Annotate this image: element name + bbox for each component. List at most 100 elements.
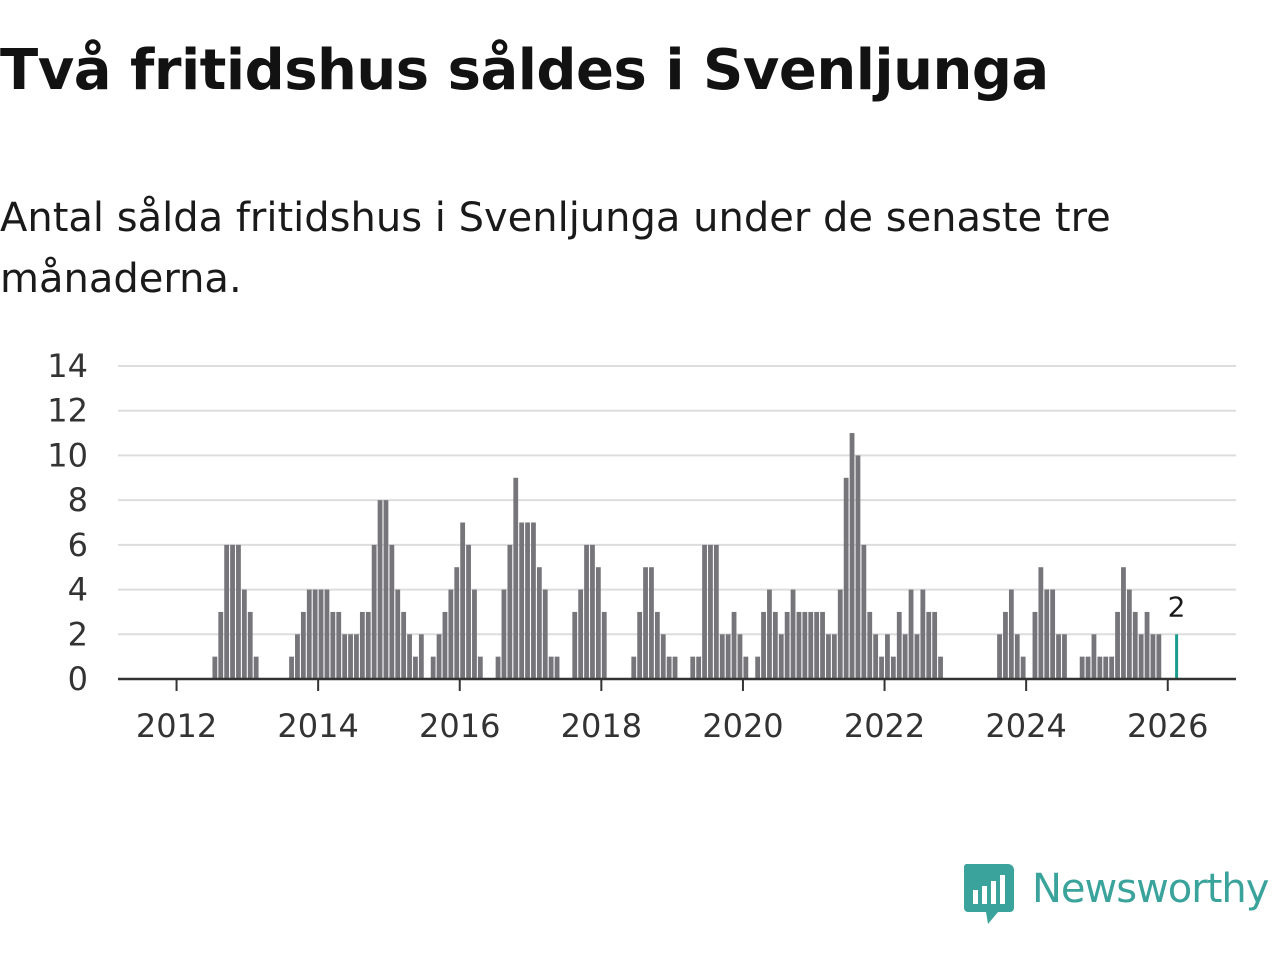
- bar: [230, 544, 235, 679]
- bar: [218, 611, 224, 679]
- bar: [1079, 656, 1085, 679]
- bar: [413, 656, 418, 679]
- bar: [312, 589, 318, 679]
- bar: [637, 611, 643, 679]
- bar: [442, 611, 448, 679]
- bar: [590, 544, 595, 679]
- bar: [1085, 656, 1091, 679]
- bar: [914, 634, 920, 679]
- bar: [772, 611, 778, 679]
- bar: [324, 589, 330, 679]
- bar: [920, 589, 926, 679]
- bar: [253, 656, 259, 679]
- bar: [713, 544, 719, 679]
- brand-name: Newsworthy: [1032, 866, 1269, 912]
- y-tick-label: 8: [68, 481, 88, 519]
- bar: [849, 433, 855, 679]
- bar: [643, 567, 648, 679]
- bar: [719, 634, 725, 679]
- bar: [908, 589, 914, 679]
- bar: [861, 544, 867, 679]
- bar: [554, 656, 560, 679]
- bar: [666, 656, 672, 679]
- bar: [300, 611, 306, 679]
- x-tick-label: 2018: [561, 707, 642, 745]
- bar: [495, 656, 501, 679]
- bar: [395, 589, 401, 679]
- bar: [401, 611, 407, 679]
- bar-chart: 0 2 4 6 8 10 12 14 2012 2014 2016 2018 2020 2022 2024…: [47, 347, 1236, 745]
- bar: [796, 611, 802, 679]
- x-tick-label: 2022: [844, 707, 925, 745]
- y-tick-label: 2: [68, 615, 88, 653]
- bar: [761, 611, 766, 679]
- y-gridlines: [118, 365, 1236, 636]
- bar: [1156, 634, 1162, 679]
- bar: [672, 656, 678, 679]
- y-axis-ticks: 0 2 4 6 8 10 12 14: [47, 347, 88, 698]
- bar: [755, 656, 761, 679]
- bar: [767, 589, 772, 679]
- bar: [837, 589, 843, 679]
- bar: [377, 500, 383, 679]
- bar: [572, 611, 578, 679]
- x-axis-ticks: 2012 2014 2016 2018 2020 2022 2024 2026: [136, 679, 1208, 745]
- bar: [873, 634, 879, 679]
- bar: [1138, 634, 1144, 679]
- bar: [359, 611, 365, 679]
- bar: [389, 544, 395, 679]
- bar: [814, 611, 820, 679]
- bar: [348, 634, 353, 679]
- bar: [826, 634, 831, 679]
- bar: [371, 544, 377, 679]
- bar: [536, 567, 542, 679]
- bar: [649, 567, 654, 679]
- bar: [1109, 656, 1115, 679]
- data-label: 2: [1168, 590, 1186, 623]
- bar: [236, 544, 241, 679]
- bar: [1091, 634, 1097, 679]
- bar: [790, 589, 796, 679]
- bar: [1144, 611, 1150, 679]
- bar: [1032, 611, 1038, 679]
- bar: [241, 589, 247, 679]
- bar: [926, 611, 932, 679]
- bar: [843, 477, 849, 679]
- bar: [318, 589, 324, 679]
- y-tick-label: 0: [68, 660, 88, 698]
- bar: [383, 500, 389, 679]
- bar: [1044, 589, 1050, 679]
- bar: [513, 477, 519, 679]
- bar: [778, 634, 784, 679]
- bar: [932, 611, 938, 679]
- bar: [831, 634, 837, 679]
- x-tick-label: 2012: [136, 707, 217, 745]
- bar: [1150, 634, 1156, 679]
- newsworthy-logo: Newsworthy: [962, 864, 1280, 928]
- bar: [1014, 634, 1020, 679]
- bar: [702, 544, 707, 679]
- bar: [548, 656, 554, 679]
- bar: [448, 589, 454, 679]
- bar: [708, 544, 713, 679]
- bar: [1132, 611, 1138, 679]
- bar: [477, 656, 483, 679]
- chart-title: Två fritidshus såldes i Svenljunga: [0, 38, 1049, 103]
- bar: [654, 611, 660, 679]
- bar: [584, 544, 589, 679]
- bar: [247, 611, 253, 679]
- bar: [365, 611, 371, 679]
- bar: [938, 656, 943, 679]
- bar: [885, 634, 890, 679]
- bar: [542, 589, 548, 679]
- x-tick-label: 2016: [419, 707, 500, 745]
- x-tick-label: 2024: [985, 707, 1066, 745]
- x-tick-label: 2020: [702, 707, 783, 745]
- y-tick-label: 6: [68, 526, 88, 564]
- bar: [418, 634, 424, 679]
- bar: [306, 589, 312, 679]
- bar: [454, 567, 460, 679]
- bar: [1115, 611, 1120, 679]
- bar: [902, 634, 908, 679]
- y-tick-label: 14: [47, 347, 88, 385]
